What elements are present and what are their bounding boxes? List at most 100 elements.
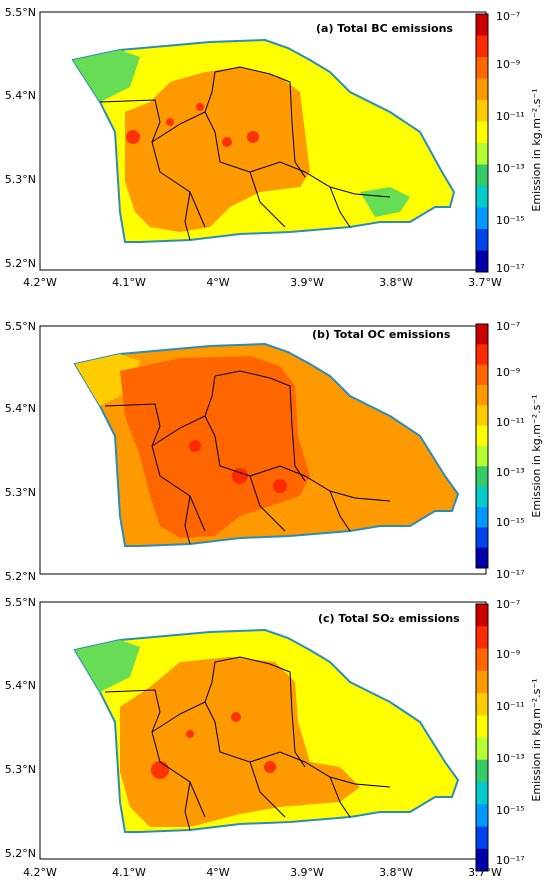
colorbar-tick: 10⁻¹⁷	[496, 568, 525, 581]
y-tick-label: 5.2°N	[5, 847, 36, 860]
urban-core	[120, 657, 360, 827]
colorbar-tick: 10⁻¹³	[496, 752, 525, 765]
colorbar-frame	[475, 323, 489, 569]
colorbar-segment	[476, 826, 488, 850]
colorbar-tick: 10⁻¹⁵	[496, 804, 525, 817]
x-tick-label: 3.7°W	[468, 276, 502, 289]
x-axis: 4.2°W 4.1°W 4°W 3.9°W 3.8°W 3.7°W	[23, 866, 502, 879]
y-tick-label: 5.5°N	[5, 6, 36, 19]
colorbar-title: Emission in kg.m⁻².s⁻¹	[530, 394, 543, 517]
colorbar-segment	[476, 385, 488, 406]
colorbar	[475, 13, 489, 273]
y-tick-label: 5.3°N	[5, 173, 36, 186]
district-boundaries	[104, 370, 391, 545]
y-axis: 5.5°N 5.4°N 5.3°N 5.2°N	[5, 6, 36, 270]
colorbar-segment	[476, 164, 488, 187]
colorbar-segment	[476, 693, 488, 716]
colorbar-segment	[476, 14, 488, 36]
colorbar-segment	[476, 186, 488, 208]
colorbar-segment	[476, 507, 488, 528]
colorbar-tick: 10⁻⁹	[496, 648, 520, 661]
colorbar-segment	[476, 100, 488, 122]
x-tick-label: 4.1°W	[112, 866, 146, 879]
panel-a: 5.5°N 5.4°N 5.3°N 5.2°N 4.2°W 4.1°W 4°W …	[0, 0, 550, 290]
map-area	[39, 325, 487, 575]
colorbar-segment	[476, 446, 488, 467]
colorbar-tick: 10⁻¹³	[496, 466, 525, 479]
x-tick-label: 3.9°W	[290, 866, 324, 879]
colorbar-tick: 10⁻¹¹	[496, 416, 525, 429]
colorbar-tick: 10⁻¹⁷	[496, 854, 525, 867]
colorbar-tick: 10⁻¹¹	[496, 700, 525, 713]
y-tick-label: 5.5°N	[5, 596, 36, 609]
colorbar-segment	[476, 143, 488, 165]
colorbar-segment	[476, 344, 488, 366]
colorbar-segment	[476, 804, 488, 827]
colorbar-segment	[476, 648, 488, 672]
urban-core	[120, 356, 310, 538]
map-panel-a: 5.5°N 5.4°N 5.3°N 5.2°N 4.2°W 4.1°W 4°W …	[5, 6, 543, 289]
district-boundaries	[99, 66, 391, 241]
colorbar-frame	[475, 603, 489, 872]
colorbar-segment	[476, 715, 488, 738]
colorbar-tick: 10⁻¹⁵	[496, 214, 525, 227]
district-boundaries	[104, 656, 391, 831]
colorbar-tick: 10⁻¹⁵	[496, 516, 525, 529]
colorbar-tick: 10⁻⁷	[496, 10, 520, 23]
colorbar-segment	[476, 782, 488, 805]
colorbar-segment	[476, 737, 488, 761]
y-tick-label: 5.3°N	[5, 763, 36, 776]
y-axis: 5.5°N 5.4°N 5.3°N 5.2°N	[5, 596, 36, 860]
west-zone	[73, 50, 140, 102]
colorbar-segment	[476, 35, 488, 58]
colorbar-segment	[476, 486, 488, 508]
y-tick-label: 5.2°N	[5, 570, 36, 583]
colorbar-segment	[476, 547, 488, 569]
panel-title: (c) Total SO₂ emissions	[318, 612, 460, 625]
colorbar-segment	[476, 626, 488, 649]
panel-c: 5.5°N 5.4°N 5.3°N 5.2°N 4.2°W 4.1°W 4°W …	[0, 592, 550, 889]
colorbar-title: Emission in kg.m⁻².s⁻¹	[530, 678, 543, 801]
map-area	[39, 601, 487, 860]
colorbar-segment	[476, 527, 488, 549]
colorbar-title: Emission in kg.m⁻².s⁻¹	[530, 88, 543, 211]
x-tick-label: 4.1°W	[112, 276, 146, 289]
east-zone	[360, 187, 410, 217]
colorbar-segment	[476, 207, 488, 230]
colorbar-segment	[476, 229, 488, 251]
colorbar-tick: 10⁻⁹	[496, 58, 520, 71]
x-tick-label: 4°W	[206, 866, 229, 879]
hotspots	[126, 103, 259, 147]
y-tick-label: 5.2°N	[5, 257, 36, 270]
y-tick-label: 5.3°N	[5, 486, 36, 499]
y-tick-label: 5.4°N	[5, 679, 36, 692]
x-axis: 4.2°W 4.1°W 4°W 3.9°W 3.8°W 3.7°W	[23, 276, 502, 289]
colorbar	[475, 603, 489, 872]
colorbar-segment	[476, 324, 488, 345]
colorbar-segment	[476, 604, 488, 627]
colorbar-tick: 10⁻⁷	[496, 598, 520, 611]
colorbar-segment	[476, 670, 488, 694]
colorbar-tick: 10⁻¹¹	[496, 110, 525, 123]
map-panel-c: 5.5°N 5.4°N 5.3°N 5.2°N 4.2°W 4.1°W 4°W …	[5, 596, 543, 879]
x-tick-label: 4.2°W	[23, 866, 57, 879]
colorbar-frame	[475, 13, 489, 273]
colorbar-segment	[476, 364, 488, 386]
colorbar-segment	[476, 121, 488, 144]
west-zone	[75, 640, 140, 692]
x-tick-label: 4°W	[206, 276, 229, 289]
x-tick-label: 3.8°W	[379, 276, 413, 289]
y-tick-label: 5.4°N	[5, 402, 36, 415]
colorbar-tick: 10⁻¹³	[496, 162, 525, 175]
colorbar-segment	[476, 405, 488, 427]
panel-title: (b) Total OC emissions	[312, 328, 451, 341]
colorbar-segment	[476, 425, 488, 447]
panel-b: 5.5°N 5.4°N 5.3°N 5.2°N (b) Total OC emi…	[0, 296, 550, 586]
y-tick-label: 5.5°N	[5, 320, 36, 333]
colorbar	[475, 323, 489, 569]
colorbar-segment	[476, 759, 488, 783]
hotspots	[189, 440, 287, 493]
colorbar-tick: 10⁻¹⁷	[496, 262, 525, 275]
y-tick-label: 5.4°N	[5, 89, 36, 102]
colorbar-segment	[476, 466, 488, 488]
